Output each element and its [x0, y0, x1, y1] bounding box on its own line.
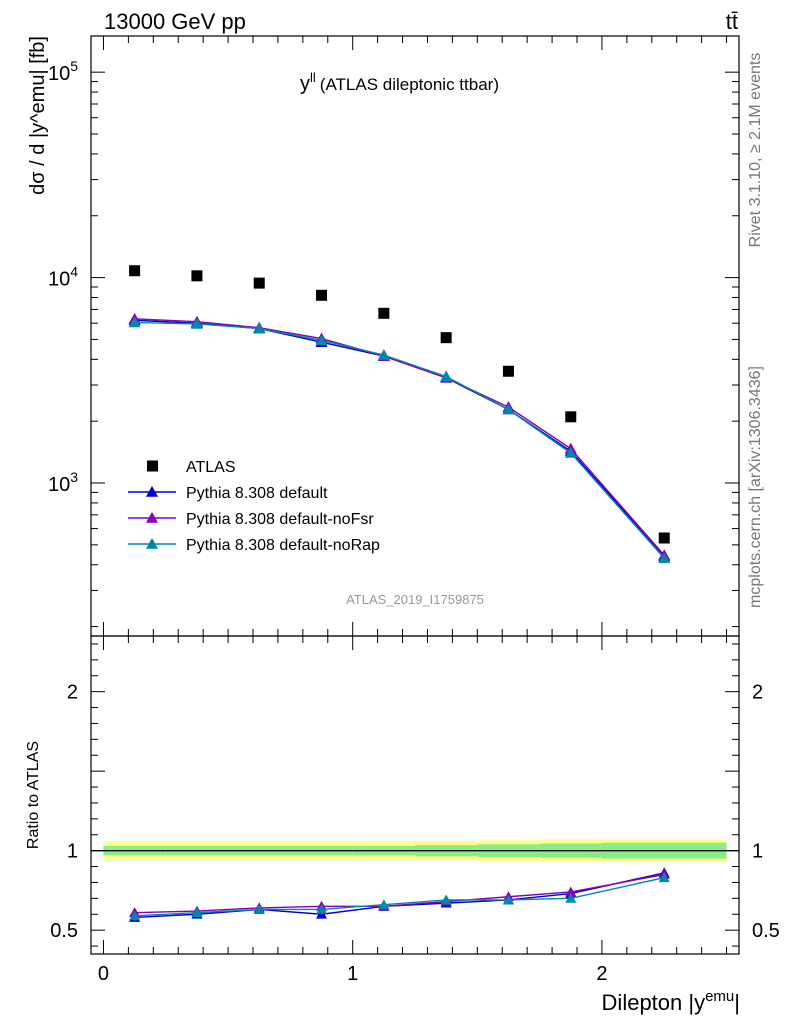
legend-label-default: Pythia 8.308 default: [186, 485, 328, 502]
ratio-y-tick-label-right: 1: [752, 841, 763, 863]
ratio-point-noRap: [565, 892, 577, 903]
ratio-y-tick-label-left: 1: [67, 841, 78, 863]
x-axis-label: Dilepton |yemu|: [602, 988, 740, 1015]
atlas-data-point: [316, 289, 328, 301]
energy-label: 13000 GeV pp: [104, 9, 246, 34]
series-point-noRap: [190, 317, 203, 329]
atlas-data-point: [191, 270, 203, 282]
ratio-y-tick-label-left: 0.5: [50, 920, 78, 942]
ratio-y-tick-label-right: 0.5: [752, 920, 780, 942]
ratio-point-noRap: [316, 903, 328, 914]
ratio-y-tick-label-right: 2: [752, 682, 763, 704]
atlas-data-point: [378, 307, 390, 319]
series-point-noRap: [658, 552, 671, 564]
series-point-noRap: [253, 322, 266, 334]
legend-marker-data: [147, 460, 158, 472]
legend-marker-default: [146, 486, 158, 497]
legend-marker-noRap: [146, 538, 158, 549]
ratio-line-noFsr: [134, 873, 665, 914]
legend-label-data: ATLAS: [186, 459, 236, 476]
x-tick-label: 0: [98, 963, 109, 985]
main-panel: 103 104 105 dσ / d |y^emu| [fb] ATLAS_2019…: [27, 35, 740, 637]
ratio-panel: 0.5 0.5 1 1 2 2 0 1 2 Ratio to ATLAS Dilepton |y…: [25, 635, 780, 1015]
series-point-noRap: [128, 316, 141, 328]
legend-label-noRap: Pythia 8.308 default-noRap: [186, 537, 380, 554]
y-tick-label: 103: [48, 469, 78, 496]
observable-title: yll (ATLAS dileptonic ttbar): [300, 70, 499, 95]
ratio-point-noRap: [440, 894, 452, 905]
ratio-point-noRap: [502, 894, 514, 905]
series-point-noRap: [564, 446, 577, 458]
ratio-point-noRap: [253, 903, 265, 914]
atlas-data-point: [502, 365, 514, 377]
ratio-point-noFsr: [565, 886, 577, 897]
atlas-data-point: [129, 265, 141, 277]
y-tick-label: 104: [48, 264, 78, 291]
legend-marker-noFsr: [146, 512, 158, 523]
ratio-frame: [90, 635, 740, 955]
y-tick-label: 105: [48, 58, 78, 85]
series-point-noRap: [440, 370, 453, 382]
x-tick-label: 2: [596, 963, 607, 985]
mcplots-text: mcplots.cern.ch [arXiv:1306.3436]: [747, 366, 764, 608]
ratio-point-noRap: [658, 872, 670, 883]
process-label: tt̄: [726, 9, 738, 34]
atlas-data-point: [565, 411, 577, 423]
rivet-version-text: Rivet 3.1.10, ≥ 2.1M events: [747, 53, 764, 248]
ratio-y-tick-label-left: 2: [67, 682, 78, 704]
analysis-id: ATLAS_2019_I1759875: [346, 592, 484, 607]
x-tick-label: 1: [347, 963, 358, 985]
ratio-point-noRap: [378, 899, 390, 910]
legend-label-noFsr: Pythia 8.308 default-noFsr: [186, 511, 374, 528]
series-point-noRap: [315, 334, 328, 346]
ratio-point-noRap: [129, 910, 141, 921]
atlas-data-point: [253, 277, 265, 289]
series-point-noRap: [377, 348, 390, 360]
main-y-axis-label: dσ / d |y^emu| [fb]: [27, 36, 49, 195]
series-point-noRap: [502, 403, 515, 415]
atlas-data-point: [658, 532, 670, 544]
atlas-data-point: [440, 332, 452, 344]
legend: ATLAS Pythia 8.308 default Pythia 8.308 de…: [128, 459, 380, 554]
ratio-y-axis-label: Ratio to ATLAS: [25, 741, 42, 849]
ratio-point-noRap: [191, 907, 203, 918]
